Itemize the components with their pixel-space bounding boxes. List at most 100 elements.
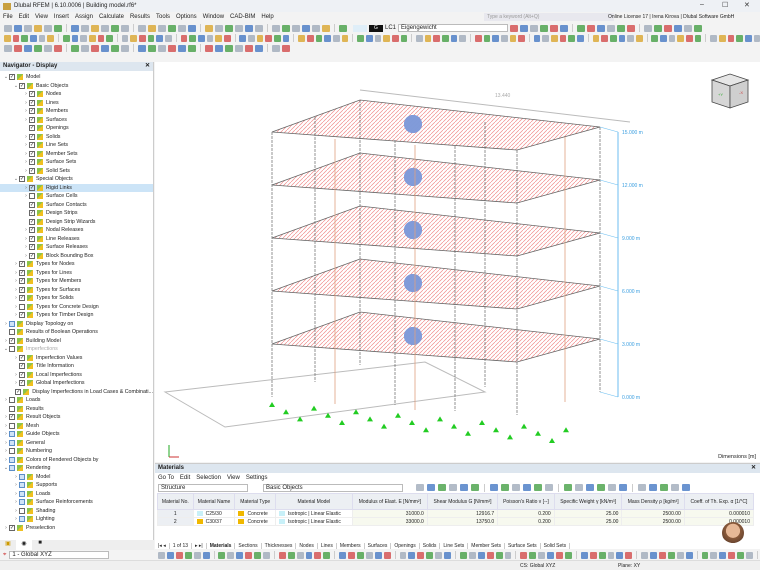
checkbox[interactable] xyxy=(19,490,25,497)
toolbar-button-icon[interactable] xyxy=(520,24,529,32)
toolbar-button-icon[interactable] xyxy=(278,551,286,559)
toolbar-button-icon[interactable] xyxy=(44,24,52,32)
data-tab-icon[interactable]: ▣ xyxy=(5,541,11,547)
toolbar-button-icon[interactable] xyxy=(474,34,482,42)
column-header[interactable]: Material Model xyxy=(274,493,353,510)
toolbar-button-icon[interactable] xyxy=(627,24,636,32)
menu-insert[interactable]: Insert xyxy=(53,14,69,20)
toolbar-button-icon[interactable] xyxy=(746,551,754,559)
tree-item[interactable]: › ✓ Result Objects xyxy=(0,413,153,422)
toolbar-button-icon[interactable] xyxy=(30,34,37,42)
cell-nu[interactable]: 0.200 xyxy=(497,509,555,518)
checkbox[interactable]: ✓ xyxy=(29,116,35,123)
toolbar-button-icon[interactable] xyxy=(559,34,567,42)
tab-materials[interactable]: Materials xyxy=(206,542,236,549)
toolbar-button-icon[interactable] xyxy=(616,551,624,559)
tree-item[interactable]: › Surface Cells xyxy=(0,192,153,201)
toolbar-button-icon[interactable] xyxy=(383,34,390,42)
tree-item[interactable]: › ✓ Surface Sets xyxy=(0,158,153,167)
column-header[interactable]: Shear Modulus G [N/mm²] xyxy=(426,493,499,510)
toolbar-button-icon[interactable] xyxy=(147,34,155,42)
toolbar-button-icon[interactable] xyxy=(282,44,290,52)
chevron-right-icon[interactable]: › xyxy=(25,99,27,106)
cell-name[interactable]: C30/37 xyxy=(192,517,236,526)
toolbar-button-icon[interactable] xyxy=(417,551,425,559)
toolbar-button-icon[interactable] xyxy=(523,483,531,491)
structure-select[interactable]: Structure xyxy=(158,483,248,492)
loadcase-select[interactable]: Eigengewicht xyxy=(398,24,509,32)
toolbar-button-icon[interactable] xyxy=(148,44,156,52)
toolbar-button-icon[interactable] xyxy=(737,551,745,559)
tree-item[interactable]: › ✓ Global Imperfections xyxy=(0,379,153,388)
toolbar-button-icon[interactable] xyxy=(658,551,666,559)
toolbar-button-icon[interactable] xyxy=(189,34,196,42)
toolbar-button-icon[interactable] xyxy=(512,483,520,491)
tab-openings[interactable]: Openings xyxy=(391,542,420,549)
toolbar-button-icon[interactable] xyxy=(4,24,12,32)
toolbar-button-icon[interactable] xyxy=(80,34,87,42)
toolbar-button-icon[interactable] xyxy=(245,44,253,52)
toolbar-button-icon[interactable] xyxy=(450,34,458,42)
toolbar-button-icon[interactable] xyxy=(24,24,32,32)
chevron-right-icon[interactable]: › xyxy=(15,380,17,387)
toolbar-button-icon[interactable] xyxy=(477,551,485,559)
tree-item[interactable]: Results of Boolean Operations xyxy=(0,328,153,337)
toolbar-button-icon[interactable] xyxy=(492,34,499,42)
toolbar-button-icon[interactable] xyxy=(292,24,300,32)
tree-item[interactable]: › ✓ Preselection xyxy=(0,524,153,533)
toolbar-button-icon[interactable] xyxy=(62,34,70,42)
toolbar-button-icon[interactable] xyxy=(175,551,183,559)
tree-item[interactable]: › Display Topology on xyxy=(0,320,153,329)
toolbar-button-icon[interactable] xyxy=(97,34,105,42)
column-header[interactable]: Specific Weight γ [kN/m³] xyxy=(553,493,623,510)
checkbox[interactable]: ✓ xyxy=(15,388,22,395)
chevron-right-icon[interactable]: › xyxy=(15,516,17,523)
checkbox[interactable]: ✓ xyxy=(29,252,35,259)
toolbar-button-icon[interactable] xyxy=(433,34,441,42)
menu-view[interactable]: View xyxy=(226,474,240,481)
toolbar-button-icon[interactable] xyxy=(4,34,11,42)
tree-item[interactable]: › ✓ Nodes xyxy=(0,90,153,99)
chevron-right-icon[interactable]: › xyxy=(15,286,17,293)
toolbar-button-icon[interactable] xyxy=(236,551,244,559)
tree-item[interactable]: › ✓ Block Bounding Box xyxy=(0,252,153,261)
checkbox[interactable]: ✓ xyxy=(9,414,15,421)
toolbar-button-icon[interactable] xyxy=(530,24,539,32)
toolbar-button-icon[interactable] xyxy=(674,24,683,32)
tree-item[interactable]: › Loads xyxy=(0,396,153,405)
chevron-right-icon[interactable]: › xyxy=(25,227,27,234)
chevron-down-icon[interactable]: ⌄ xyxy=(13,176,19,183)
checkbox[interactable] xyxy=(9,405,15,412)
column-header[interactable]: Poisson's Ratio ν [--] xyxy=(497,493,555,510)
toolbar-button-icon[interactable] xyxy=(459,551,467,559)
toolbar-button-icon[interactable] xyxy=(227,551,235,559)
menu-go-to[interactable]: Go To xyxy=(158,474,174,481)
chevron-right-icon[interactable]: › xyxy=(15,278,17,285)
checkbox[interactable]: ✓ xyxy=(19,371,25,378)
toolbar-button-icon[interactable] xyxy=(627,34,634,42)
toolbar-button-icon[interactable] xyxy=(374,551,382,559)
tree-item[interactable]: ✓ Surface Contacts xyxy=(0,201,153,210)
checkbox[interactable]: ✓ xyxy=(29,227,35,234)
toolbar-button-icon[interactable] xyxy=(589,551,597,559)
cell-type[interactable]: Concrete xyxy=(234,509,276,518)
toolbar-button-icon[interactable] xyxy=(471,483,479,491)
toolbar-button-icon[interactable] xyxy=(538,551,546,559)
tree-item[interactable]: ⌄ ✓ Special Objects xyxy=(0,175,153,184)
toolbar-button-icon[interactable] xyxy=(500,34,508,42)
toolbar-button-icon[interactable] xyxy=(644,24,653,32)
tree-item[interactable]: › ✓ Types for Solids xyxy=(0,294,153,303)
checkbox[interactable]: ✓ xyxy=(29,125,35,132)
toolbar-button-icon[interactable] xyxy=(607,24,616,32)
toolbar-button-icon[interactable] xyxy=(638,483,646,491)
chevron-right-icon[interactable]: › xyxy=(5,414,7,421)
checkbox[interactable] xyxy=(9,329,15,336)
toolbar-button-icon[interactable] xyxy=(282,24,290,32)
tree-item[interactable]: ⌄ ✓ Basic Objects xyxy=(0,82,153,91)
toolbar-button-icon[interactable] xyxy=(551,34,558,42)
tab-member-sets[interactable]: Member Sets xyxy=(468,542,506,549)
checkbox[interactable] xyxy=(19,507,25,514)
toolbar-button-icon[interactable] xyxy=(671,483,679,491)
menu-settings[interactable]: Settings xyxy=(245,474,268,481)
toolbar-button-icon[interactable] xyxy=(598,551,606,559)
